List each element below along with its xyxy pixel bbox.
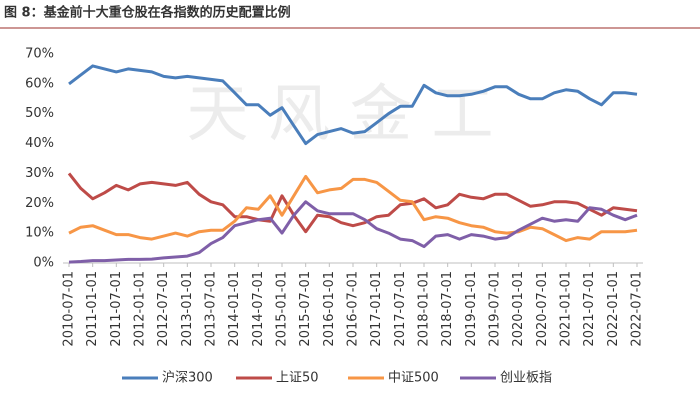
y-tick-label: 10% bbox=[25, 226, 54, 241]
x-tick-label: 2011-01-01 bbox=[85, 271, 100, 347]
x-tick-label: 2011-07-01 bbox=[109, 271, 124, 347]
x-tick-label: 2016-01-01 bbox=[322, 271, 337, 347]
x-tick-label: 2014-07-01 bbox=[251, 271, 266, 347]
x-tick-label: 2015-07-01 bbox=[298, 271, 313, 347]
x-tick-label: 2017-07-01 bbox=[393, 271, 408, 347]
series-line bbox=[68, 64, 638, 146]
x-tick-label: 2016-07-01 bbox=[346, 271, 361, 347]
legend-label: 中证500 bbox=[388, 371, 439, 386]
x-tick-label: 2021-07-01 bbox=[582, 271, 597, 347]
x-tick-label: 2021-01-01 bbox=[559, 271, 574, 347]
y-tick-label: 50% bbox=[25, 106, 54, 121]
x-tick-label: 2013-01-01 bbox=[180, 271, 195, 347]
x-tick-label: 2012-07-01 bbox=[156, 271, 171, 347]
legend-label: 创业板指 bbox=[500, 371, 552, 386]
x-tick-label: 2018-07-01 bbox=[440, 271, 455, 347]
x-tick-label: 2010-07-01 bbox=[62, 271, 77, 347]
x-tick-label: 2012-01-01 bbox=[133, 271, 148, 347]
x-tick-label: 2020-07-01 bbox=[535, 271, 550, 347]
series-line bbox=[68, 174, 638, 243]
x-tick-label: 2017-01-01 bbox=[369, 271, 384, 347]
legend-label: 上证50 bbox=[276, 371, 319, 386]
legend-label: 沪深300 bbox=[162, 370, 213, 386]
y-tick-label: 70% bbox=[25, 47, 54, 62]
y-tick-label: 20% bbox=[25, 196, 54, 211]
y-tick-label: 40% bbox=[25, 136, 54, 151]
y-tick-label: 60% bbox=[25, 76, 54, 91]
x-tick-label: 2019-01-01 bbox=[464, 271, 479, 347]
series-line bbox=[67, 172, 638, 234]
y-tick-label: 0% bbox=[33, 256, 54, 271]
series-line bbox=[68, 200, 638, 264]
watermark: 天 风 金 工 bbox=[186, 77, 493, 150]
x-tick-label: 2015-01-01 bbox=[275, 271, 290, 347]
x-tick-label: 2019-07-01 bbox=[488, 271, 503, 347]
x-tick-label: 2022-07-01 bbox=[630, 271, 645, 347]
y-tick-label: 30% bbox=[25, 166, 54, 181]
x-tick-label: 2022-01-01 bbox=[606, 271, 621, 347]
x-tick-label: 2018-01-01 bbox=[417, 271, 432, 347]
x-tick-label: 2020-01-01 bbox=[511, 271, 526, 347]
x-tick-label: 2014-01-01 bbox=[227, 271, 242, 347]
x-tick-label: 2013-07-01 bbox=[204, 271, 219, 347]
chart-title: 图 8：基金前十大重仓股在各指数的历史配置比例 bbox=[4, 5, 291, 21]
